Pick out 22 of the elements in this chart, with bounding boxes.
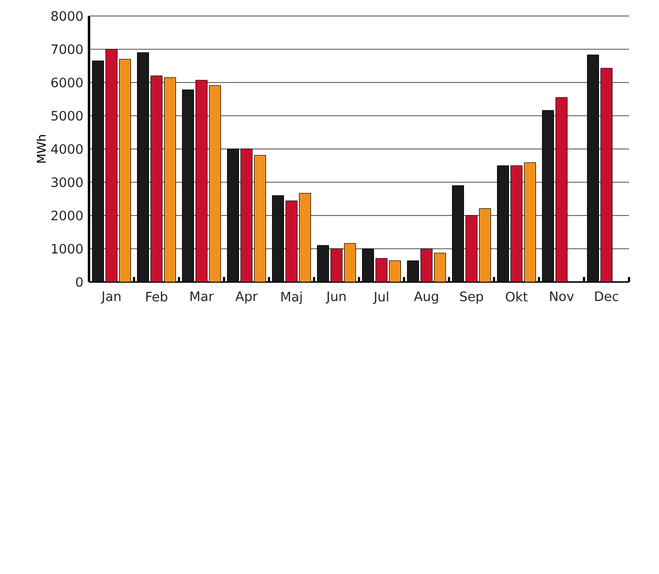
x-tick-label: Mar [190,292,214,302]
x-tick-label: Feb [146,292,168,302]
x-tick-label: Aug [414,292,438,304]
y-tick-label: 1000 [52,244,83,254]
x-tick-label: Sep [460,292,484,304]
x-tick-label: Jun [326,292,346,304]
x-tick-label: Apr [235,292,258,304]
x-tick-label: Nov [550,292,574,302]
y-tick-label: 6000 [51,78,83,88]
y-tick-label: 7000 [52,44,83,54]
x-tick-label: Okt [506,292,528,302]
y-axis-title: MWh [36,135,46,163]
x-tick-label: Jul [373,292,388,304]
y-tick-label: 8000 [51,11,83,21]
x-tick-label: Dec [595,292,618,302]
y-tick-label: 5000 [52,110,83,121]
y-tick-label: 0 [76,277,83,287]
y-tick-label: 4000 [51,144,83,154]
y-tick-label: 3000 [52,177,83,188]
x-tick-label: Jan [100,292,120,304]
x-tick-label: Maj [281,292,302,304]
y-tick-label: 2000 [51,210,83,220]
